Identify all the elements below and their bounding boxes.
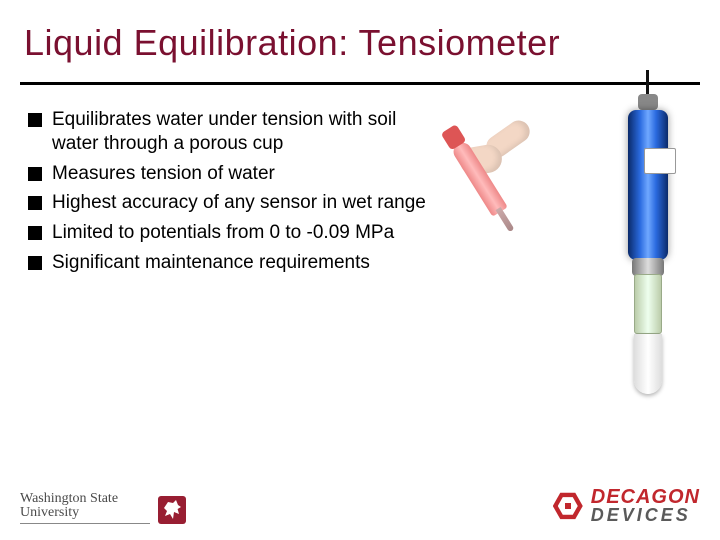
title-underline [20,82,700,85]
wsu-underline [20,523,150,524]
list-item: Limited to potentials from 0 to -0.09 MP… [28,221,428,245]
wsu-text-line2: University [20,506,150,521]
bullet-marker-icon [28,167,42,181]
hexagon-icon [553,491,583,521]
decagon-line2: DEVICES [591,507,700,524]
bullet-marker-icon [28,226,42,240]
wsu-text-line1: Washington State [20,492,150,507]
decagon-text: DECAGON DEVICES [591,488,700,524]
bullet-marker-icon [28,256,42,270]
bullet-marker-icon [28,113,42,127]
bullet-text: Highest accuracy of any sensor in wet ra… [52,191,426,215]
list-item: Significant maintenance requirements [28,251,428,275]
list-item: Equilibrates water under tension with so… [28,108,428,156]
tensiometer-icon [616,90,678,410]
decagon-logo: DECAGON DEVICES [553,488,700,524]
list-item: Measures tension of water [28,162,428,186]
slide-title: Liquid Equilibration: Tensiometer [24,22,560,64]
bullet-text: Equilibrates water under tension with so… [52,108,428,156]
footer: Washington State University DECAGON DEVI… [20,468,700,524]
slide: Liquid Equilibration: Tensiometer Equili… [0,0,720,540]
bullet-text: Limited to potentials from 0 to -0.09 MP… [52,221,394,245]
bullet-text: Measures tension of water [52,162,275,186]
wsu-logo: Washington State University [20,492,186,524]
tensiometer-photo [450,98,700,413]
list-item: Highest accuracy of any sensor in wet ra… [28,191,428,215]
cougar-badge-icon [158,496,186,524]
bullet-text: Significant maintenance requirements [52,251,370,275]
bullet-list: Equilibrates water under tension with so… [28,108,428,281]
bullet-marker-icon [28,196,42,210]
